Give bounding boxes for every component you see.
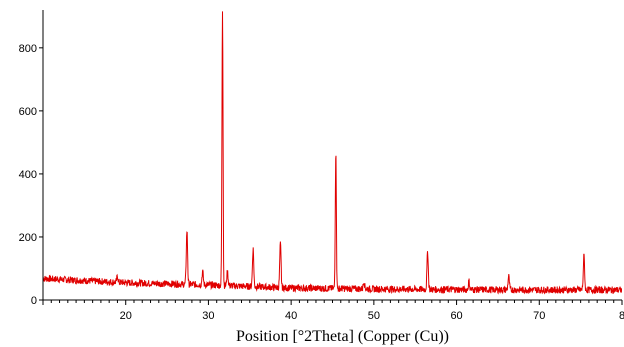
- y-tick-label: 600: [19, 106, 37, 118]
- y-tick-label: 0: [31, 295, 37, 307]
- x-tick-label: 30: [202, 310, 214, 322]
- x-ticks: 20 30 40 50 60 70 8: [42, 300, 624, 322]
- y-tick-label: 800: [19, 43, 37, 55]
- plot-area: [43, 11, 622, 295]
- x-tick-label: 60: [450, 310, 462, 322]
- x-tick-label: 8: [619, 310, 624, 322]
- x-tick-label: 20: [120, 310, 132, 322]
- y-tick-label: 400: [19, 169, 37, 181]
- series-line: [43, 11, 622, 295]
- x-tick-label: 40: [285, 310, 297, 322]
- y-tick-label: 200: [19, 232, 37, 244]
- x-tick-label: 70: [533, 310, 545, 322]
- x-tick-label: 50: [368, 310, 380, 322]
- y-ticks: 0 200 400 600 800: [19, 43, 43, 307]
- x-axis-label: Position [°2Theta] (Copper (Cu)): [236, 328, 449, 345]
